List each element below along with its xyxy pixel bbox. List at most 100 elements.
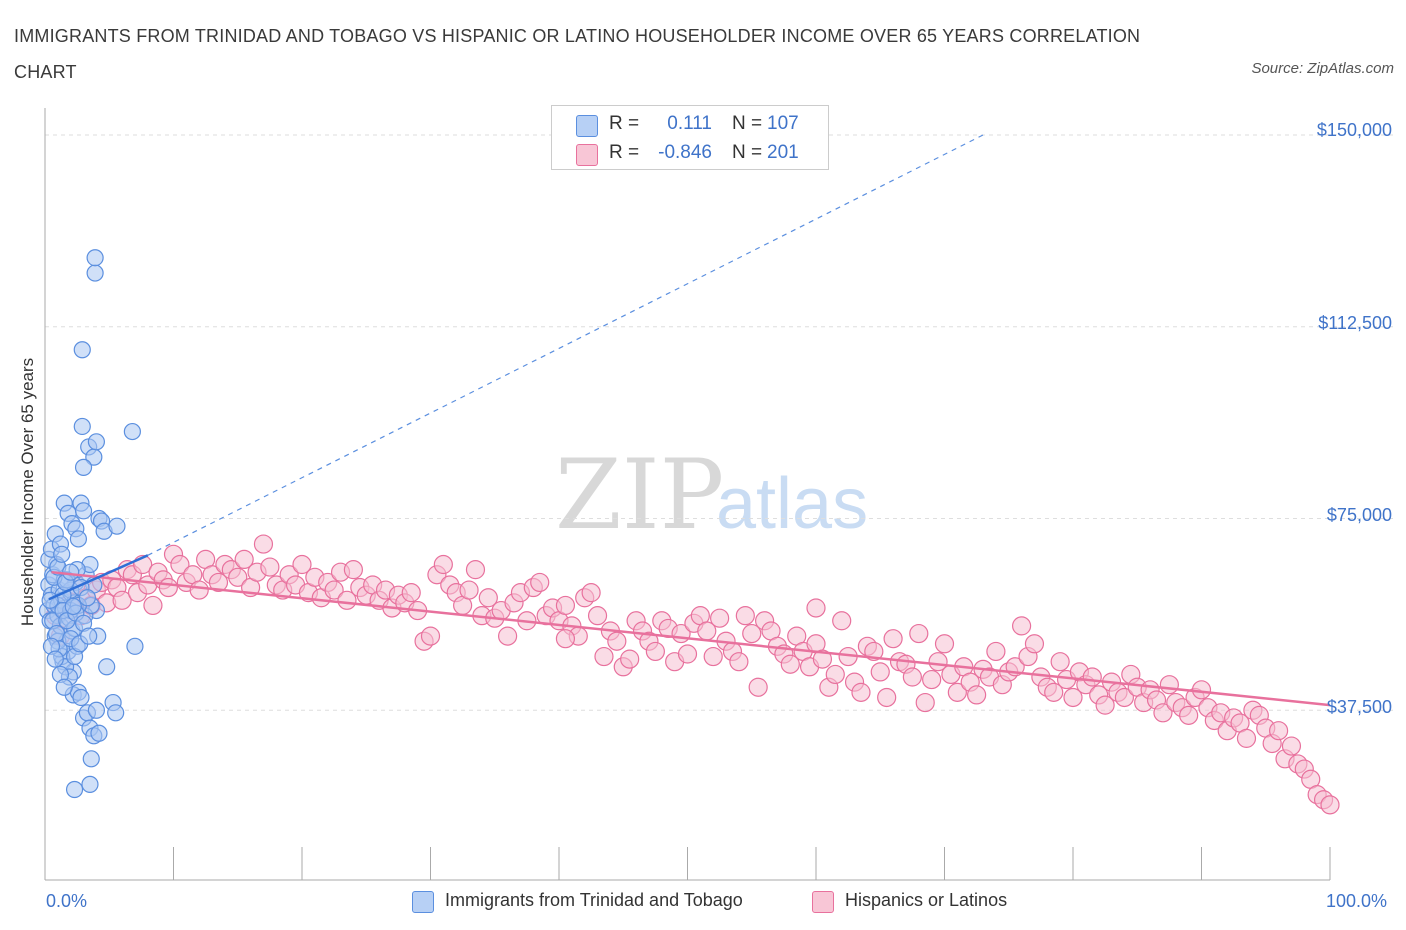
data-point-hispanics — [478, 588, 498, 608]
data-point-hispanics — [1082, 667, 1102, 687]
legend-item-immigrants[interactable]: Immigrants from Trinidad and Tobago — [412, 889, 792, 915]
data-point-hispanics — [158, 577, 178, 598]
data-point-hispanics — [234, 549, 254, 570]
data-point-hispanics — [1050, 652, 1070, 672]
legend-item-hispanics[interactable]: Hispanics or Latinos — [812, 889, 1042, 915]
data-point-hispanics — [401, 583, 421, 603]
data-point-immigrants — [55, 678, 73, 696]
data-point-hispanics — [703, 646, 723, 667]
chart-title: IMMIGRANTS FROM TRINIDAD AND TOBAGO VS H… — [14, 26, 1141, 82]
watermark-atlas: atlas — [716, 464, 868, 544]
data-point-hispanics — [143, 595, 163, 616]
legend-n-label: N = — [732, 113, 763, 134]
data-point-immigrants — [64, 597, 82, 616]
legend-r-value: 0.111 — [667, 113, 712, 134]
legend-swatch-pink — [576, 144, 598, 166]
legend-r-label: R = — [609, 142, 640, 163]
data-point-hispanics — [420, 626, 441, 646]
data-point-hispanics — [459, 580, 479, 600]
data-point-immigrants — [90, 724, 108, 742]
legend-n-value: 107 — [767, 113, 799, 134]
legend-label: Immigrants from Trinidad and Tobago — [445, 890, 743, 910]
data-point-hispanics — [1281, 736, 1302, 756]
data-point-hispanics — [594, 646, 614, 667]
data-point-immigrants — [107, 704, 125, 722]
data-point-hispanics — [742, 623, 762, 644]
legend-label: Hispanics or Latinos — [845, 890, 1008, 910]
data-point-hispanics — [1063, 687, 1083, 708]
data-point-immigrants — [73, 417, 91, 436]
legend-row-hispanics: R = -0.846 N = 201 — [552, 140, 828, 168]
legend-swatch-pink — [812, 891, 834, 913]
data-point-immigrants — [81, 775, 99, 793]
data-point-hispanics — [253, 534, 274, 554]
data-point-hispanics — [530, 572, 550, 593]
data-point-hispanics — [1095, 695, 1115, 715]
x-tick-label: 100.0% — [1326, 891, 1388, 911]
data-point-hispanics — [1159, 675, 1179, 695]
data-point-hispanics — [1268, 721, 1289, 741]
data-point-immigrants — [74, 458, 93, 476]
data-point-immigrants — [126, 637, 144, 655]
legend-swatch-blue — [576, 115, 598, 137]
data-point-hispanics — [1320, 795, 1340, 815]
data-point-hispanics — [581, 583, 601, 603]
data-point-hispanics — [1044, 682, 1064, 702]
data-point-immigrants — [108, 517, 126, 535]
data-point-hispanics — [748, 677, 768, 697]
data-point-immigrants — [69, 530, 88, 548]
data-point-hispanics — [208, 572, 229, 593]
data-point-hispanics — [870, 662, 890, 682]
data-point-hispanics — [1024, 634, 1045, 654]
data-point-hispanics — [864, 641, 884, 662]
data-point-immigrants — [86, 249, 104, 267]
data-point-hispanics — [928, 652, 948, 672]
data-point-hispanics — [883, 629, 903, 649]
data-point-hispanics — [780, 654, 800, 674]
data-point-hispanics — [934, 634, 955, 654]
data-point-hispanics — [1179, 705, 1199, 725]
data-point-hispanics — [909, 623, 929, 644]
data-point-hispanics — [1011, 616, 1032, 636]
y-tick-label: $37,500 — [1326, 697, 1392, 717]
data-point-immigrants — [87, 701, 106, 719]
data-point-hispanics — [967, 685, 987, 705]
data-point-hispanics — [902, 667, 922, 687]
trendline-hispanics — [51, 570, 1331, 707]
data-point-immigrants — [73, 341, 91, 359]
data-point-immigrants — [82, 750, 100, 768]
data-point-hispanics — [877, 687, 897, 708]
data-point-hispanics — [555, 629, 576, 649]
data-point-hispanics — [1153, 703, 1173, 723]
data-point-hispanics — [729, 652, 749, 672]
y-tick-label: $75,000 — [1326, 505, 1392, 525]
source-label: Source: ZipAtlas.com — [1251, 60, 1394, 77]
data-point-hispanics — [812, 649, 833, 669]
data-point-hispanics — [735, 606, 755, 626]
data-point-hispanics — [324, 580, 344, 600]
data-point-immigrants — [98, 658, 116, 676]
x-tick-label: 0.0% — [46, 891, 88, 911]
legend-n-value: 201 — [767, 142, 799, 163]
data-point-hispanics — [832, 611, 852, 631]
data-point-immigrants — [80, 627, 98, 645]
data-point-hispanics — [498, 626, 518, 646]
data-point-immigrants — [74, 502, 93, 520]
data-point-hispanics — [1114, 687, 1135, 708]
data-point-immigrants — [78, 589, 97, 607]
data-point-hispanics — [620, 649, 640, 669]
trendline-immigrants — [48, 554, 149, 601]
data-point-hispanics — [587, 606, 608, 626]
data-point-hispanics — [851, 682, 871, 702]
data-point-hispanics — [825, 664, 845, 685]
data-point-immigrants — [86, 264, 104, 282]
y-axis-label: Householder Income Over 65 years — [18, 357, 37, 627]
y-tick-label: $112,500 — [1318, 313, 1392, 333]
legend-row-immigrants: R = 0.111 N = 107 — [552, 111, 828, 139]
data-point-hispanics — [947, 682, 967, 702]
data-point-hispanics — [710, 608, 730, 628]
data-point-immigrants — [123, 422, 141, 441]
watermark-zip: ZIP — [555, 439, 724, 551]
legend-n-label: N = — [732, 142, 763, 163]
